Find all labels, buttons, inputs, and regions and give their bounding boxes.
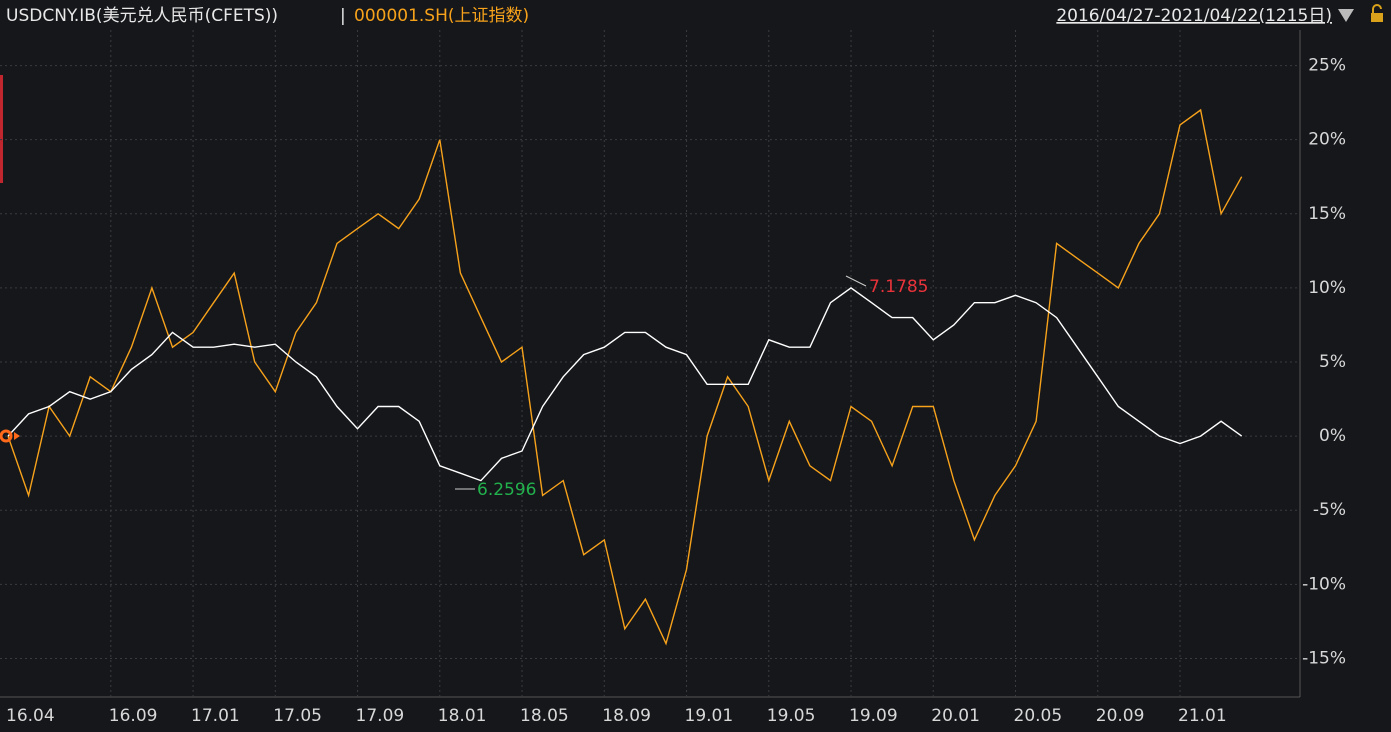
legend-entry: USDCNY.IB(美元兑人民币(CFETS)) — [6, 6, 278, 26]
annotation-pointer — [845, 275, 867, 287]
origin-marker — [0, 429, 13, 443]
series-line — [7, 108, 1243, 646]
date-range[interactable]: 2016/04/27-2021/04/22(1215日) — [1056, 6, 1332, 26]
y-tick-label: -5% — [1313, 500, 1346, 520]
x-tick-label: 16.09 — [109, 706, 158, 726]
x-tick-label: 17.05 — [273, 706, 322, 726]
header: USDCNY.IB(美元兑人民币(CFETS)) | 000001.SH(上证指… — [6, 4, 1383, 26]
y-tick-label: 10% — [1308, 278, 1346, 298]
y-tick-label: 0% — [1319, 426, 1346, 446]
x-tick-label: 19.09 — [849, 706, 898, 726]
y-tick-label: 20% — [1308, 130, 1346, 150]
x-tick-label: 20.05 — [1014, 706, 1063, 726]
plot-area: -15% -10% -5% 0% 5% 10% 15% 20% 25% 16.04 16.09 17.… — [0, 30, 1346, 726]
x-tick-label: 17.09 — [356, 706, 405, 726]
x-tick-label: 18.09 — [602, 706, 651, 726]
y-tick-label: 25% — [1308, 56, 1346, 76]
x-tick-label: 20.09 — [1096, 706, 1145, 726]
side-marker — [0, 75, 3, 183]
y-tick-label: 15% — [1308, 204, 1346, 224]
x-tick-label: 17.01 — [191, 706, 240, 726]
y-tick-label: -15% — [1302, 648, 1346, 668]
x-tick-label: 16.04 — [6, 706, 55, 726]
series-line — [7, 287, 1243, 482]
origin-arrow — [14, 432, 20, 440]
y-tick-label: 5% — [1319, 352, 1346, 372]
dropdown-icon[interactable] — [1338, 9, 1354, 22]
x-tick-label: 18.01 — [438, 706, 487, 726]
x-tick-label: 19.01 — [685, 706, 734, 726]
lock-icon[interactable] — [1371, 13, 1383, 22]
legend-entry: 000001.SH(上证指数) — [354, 6, 529, 26]
y-tick-label: -10% — [1302, 574, 1346, 594]
lock-shackle — [1372, 4, 1382, 13]
x-tick-label: 19.05 — [767, 706, 816, 726]
x-tick-label: 21.01 — [1178, 706, 1227, 726]
max-annotation: 7.1785 — [869, 277, 928, 297]
legend-separator: | — [340, 6, 346, 26]
x-tick-label: 20.01 — [931, 706, 980, 726]
x-tick-label: 18.05 — [520, 706, 569, 726]
min-annotation: 6.2596 — [477, 480, 536, 500]
